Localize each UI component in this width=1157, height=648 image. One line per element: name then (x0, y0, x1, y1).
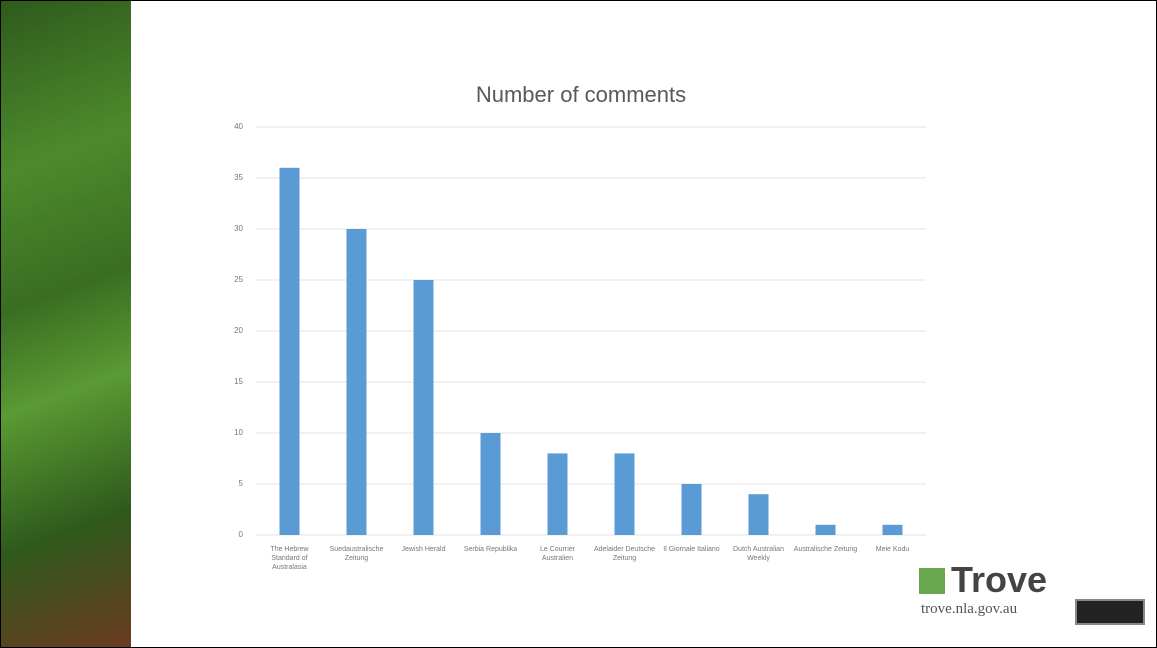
bar (815, 524, 836, 535)
y-tick-label: 20 (234, 326, 243, 335)
bar (681, 484, 702, 535)
y-tick-label: 5 (239, 479, 244, 488)
bar (882, 524, 903, 535)
x-tick-label: Australische Zeitung (793, 546, 858, 553)
bar (346, 229, 367, 535)
bar (279, 167, 300, 536)
bar (748, 494, 769, 535)
y-tick-label: 0 (239, 530, 244, 539)
y-tick-label: 30 (234, 224, 243, 233)
logo: Trove (919, 559, 1047, 601)
y-tick-label: 10 (234, 428, 243, 437)
chart-title: Number of comments (476, 82, 686, 107)
x-tick-label: Suedaustralische Zeitung (329, 546, 384, 562)
license-badge (1075, 599, 1145, 625)
x-tick-label: Le Courrier Australien (539, 546, 575, 562)
bar (480, 433, 501, 535)
url: trove.nla.gov.au (921, 601, 1018, 617)
x-tick-label: Il Giornale Italiano (663, 546, 720, 553)
decorative-strip (1, 1, 131, 647)
y-tick-label: 25 (234, 275, 243, 284)
y-tick-label: 40 (234, 122, 243, 131)
x-tick-label: Jewish Herald (401, 546, 446, 553)
y-tick-label: 15 (234, 377, 243, 386)
x-tick-label: Adelaider Deutsche Zeitung (593, 546, 656, 562)
bar (614, 453, 635, 535)
y-tick-label: 35 (234, 173, 243, 182)
bar (413, 280, 434, 535)
bar (547, 453, 568, 535)
x-tick-label: Dutch Australian Weekly (733, 546, 784, 562)
x-tick-label: The Hebrew Standard of Australasia (270, 546, 309, 571)
x-tick-label: Serbia Republika (463, 546, 518, 553)
logo-icon (919, 568, 945, 594)
logo-text: Trove (951, 559, 1048, 600)
x-tick-label: Meie Kodu (875, 546, 910, 553)
